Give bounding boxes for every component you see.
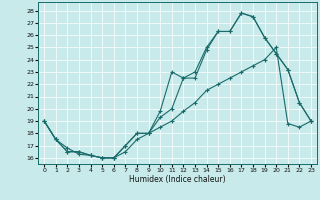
- X-axis label: Humidex (Indice chaleur): Humidex (Indice chaleur): [129, 175, 226, 184]
